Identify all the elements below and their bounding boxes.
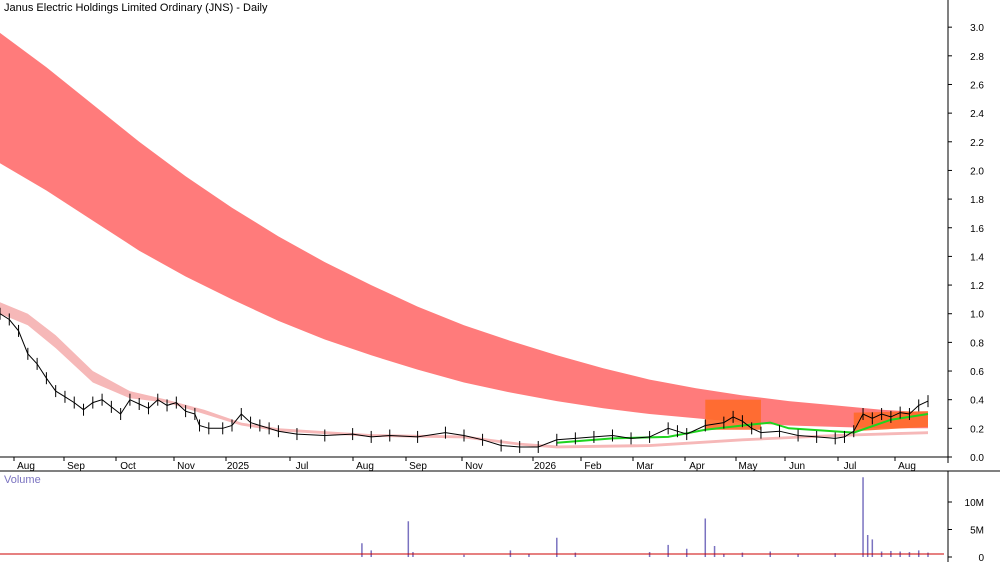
price-axis-label-14: 2.8 (970, 52, 984, 63)
price-axis-label-9: 1.8 (970, 195, 984, 206)
upper-band (0, 32, 928, 429)
price-axis-label-15: 3.0 (970, 23, 984, 34)
price-axis-label-2: 0.4 (970, 396, 984, 407)
volume-axis-label-2: 10M (965, 498, 984, 509)
x-axis-label-1: Sep (67, 461, 85, 472)
volume-axis-label-1: 5M (970, 526, 984, 537)
price-line (0, 313, 929, 448)
volume-panel-title: Volume (4, 474, 41, 486)
x-axis-label-8: Nov (465, 461, 483, 472)
x-axis-label-6: Aug (356, 461, 374, 472)
x-axis-label-4: 2025 (227, 461, 250, 472)
x-axis-label-2: Oct (120, 461, 136, 472)
volume-axis-label-0: 0 (978, 553, 984, 562)
price-axis-label-0: 0.0 (970, 453, 984, 464)
price-axis-label-3: 0.6 (970, 367, 984, 378)
price-axis-label-11: 2.2 (970, 138, 984, 149)
price-axis-label-12: 2.4 (970, 109, 984, 120)
x-axis-label-0: Aug (17, 461, 35, 472)
x-axis-label-10: Feb (584, 461, 602, 472)
x-axis-label-3: Nov (177, 461, 195, 472)
x-axis-label-13: May (739, 461, 758, 472)
x-axis-label-15: Jul (844, 461, 857, 472)
x-axis-label-16: Aug (898, 461, 916, 472)
price-axis-label-7: 1.4 (970, 252, 984, 263)
price-axis-label-5: 1.0 (970, 310, 984, 321)
x-axis-label-14: Jun (789, 461, 805, 472)
x-axis-label-7: Sep (409, 461, 427, 472)
price-axis-label-10: 2.0 (970, 166, 984, 177)
price-axis-label-6: 1.2 (970, 281, 984, 292)
x-axis-label-9: 2026 (534, 461, 557, 472)
price-axis-label-4: 0.8 (970, 338, 984, 349)
x-axis-label-5: Jul (296, 461, 309, 472)
price-axis-label-1: 0.2 (970, 424, 984, 435)
price-axis-label-13: 2.6 (970, 80, 984, 91)
x-axis-label-12: Apr (689, 461, 705, 472)
price-axis-label-8: 1.6 (970, 224, 984, 235)
chart-title: Janus Electric Holdings Limited Ordinary… (4, 2, 268, 14)
x-axis-label-11: Mar (636, 461, 654, 472)
